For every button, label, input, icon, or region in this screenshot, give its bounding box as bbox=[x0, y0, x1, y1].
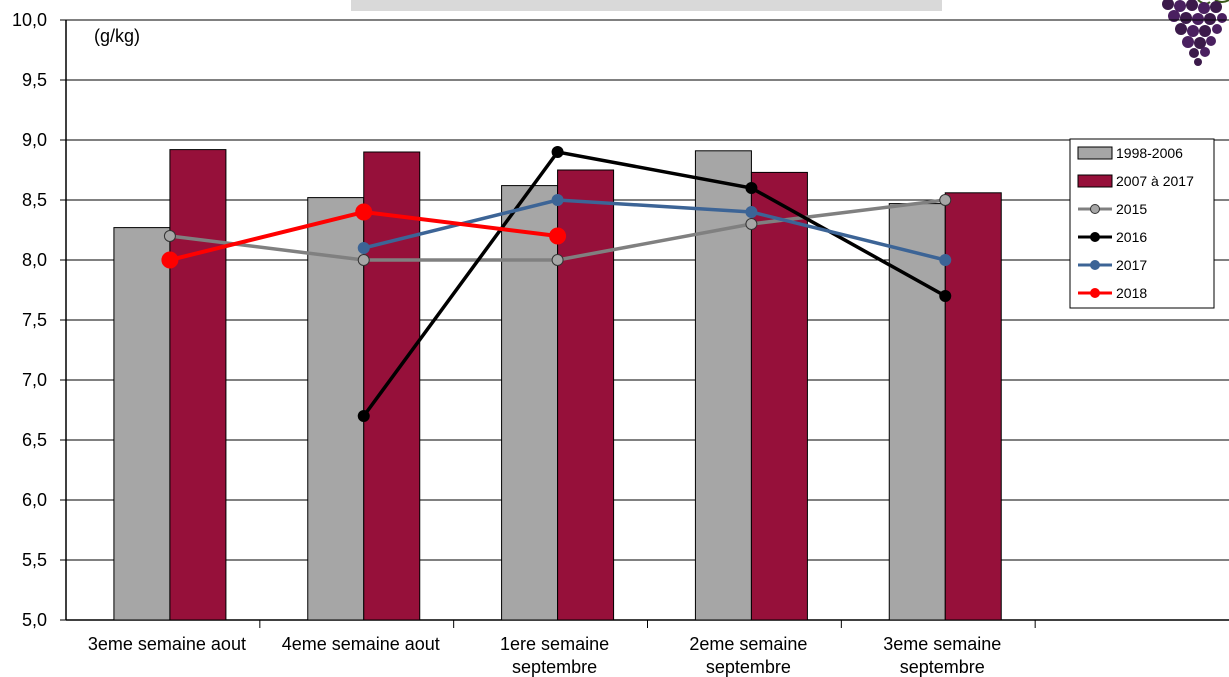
bar bbox=[169, 149, 227, 621]
bar bbox=[750, 171, 808, 621]
legend-label: 2015 bbox=[1116, 201, 1147, 217]
x-tick-label: 4eme semaine aout bbox=[282, 634, 440, 654]
y-tick-label: 6,5 bbox=[22, 430, 47, 450]
data-point bbox=[939, 290, 952, 302]
y-tick-label: 8,0 bbox=[22, 250, 47, 270]
data-point bbox=[551, 146, 564, 158]
axis-labels: 5,0 5,5 6,0 6,5 7,0 7,5 8,0 8,5 9,0 9,5 10,0 3eme s… bbox=[12, 10, 1001, 677]
axes bbox=[60, 19, 1229, 628]
data-point bbox=[357, 242, 370, 254]
data-point bbox=[745, 206, 758, 218]
bar bbox=[557, 169, 615, 621]
data-point bbox=[357, 410, 370, 422]
legend-label: 2007 à 2017 bbox=[1116, 173, 1194, 189]
data-point bbox=[939, 254, 952, 266]
x-tick-label: septembre bbox=[706, 657, 791, 677]
unit-label: (g/kg) bbox=[94, 26, 140, 46]
legend-marker bbox=[1090, 260, 1100, 270]
y-tick-label: 7,0 bbox=[22, 370, 47, 390]
y-tick-label: 5,5 bbox=[22, 550, 47, 570]
x-tick-label: 3eme semaine bbox=[883, 634, 1001, 654]
bars bbox=[113, 149, 1002, 621]
data-point bbox=[939, 194, 952, 206]
x-tick-label: 2eme semaine bbox=[689, 634, 807, 654]
bar bbox=[944, 192, 1002, 621]
data-point bbox=[549, 227, 567, 245]
x-tick-label: 3eme semaine aout bbox=[88, 634, 246, 654]
legend-swatch bbox=[1077, 146, 1113, 160]
y-tick-label: 9,5 bbox=[22, 70, 47, 90]
title-bar bbox=[351, 0, 942, 11]
gridlines bbox=[66, 19, 1229, 561]
grape-cluster-icon bbox=[1162, 0, 1229, 66]
data-point bbox=[355, 203, 373, 221]
legend-label: 2017 bbox=[1116, 257, 1147, 273]
x-tick-label: septembre bbox=[900, 657, 985, 677]
bar bbox=[307, 197, 365, 621]
y-tick-label: 9,0 bbox=[22, 130, 47, 150]
legend: 1998-2006 2007 à 2017 2015 2016 2017 2018 bbox=[1069, 138, 1215, 309]
y-tick-label: 7,5 bbox=[22, 310, 47, 330]
series-line bbox=[363, 198, 946, 262]
y-tick-label: 8,5 bbox=[22, 190, 47, 210]
bar bbox=[888, 203, 946, 621]
y-tick-label: 10,0 bbox=[12, 10, 47, 30]
data-point bbox=[745, 182, 758, 194]
lines bbox=[161, 146, 952, 422]
x-tick-label: 1ere semaine bbox=[500, 634, 609, 654]
y-tick-label: 5,0 bbox=[22, 610, 47, 630]
data-point bbox=[551, 254, 564, 266]
data-point bbox=[161, 251, 179, 269]
legend-label: 2016 bbox=[1116, 229, 1147, 245]
bar bbox=[113, 227, 171, 621]
legend-marker bbox=[1090, 232, 1100, 242]
x-tick-label: septembre bbox=[512, 657, 597, 677]
bar bbox=[363, 151, 421, 621]
legend-swatch bbox=[1077, 174, 1113, 188]
data-point bbox=[163, 230, 176, 242]
legend-marker bbox=[1090, 204, 1100, 214]
data-point bbox=[357, 254, 370, 266]
legend-label: 2018 bbox=[1116, 285, 1147, 301]
series-line bbox=[362, 150, 947, 418]
y-tick-label: 6,0 bbox=[22, 490, 47, 510]
data-point bbox=[551, 194, 564, 206]
legend-marker bbox=[1090, 288, 1100, 298]
legend-label: 1998-2006 bbox=[1116, 145, 1183, 161]
bar bbox=[501, 185, 559, 621]
data-point bbox=[745, 218, 758, 230]
bar bbox=[694, 150, 752, 621]
legend-box bbox=[1069, 138, 1215, 309]
